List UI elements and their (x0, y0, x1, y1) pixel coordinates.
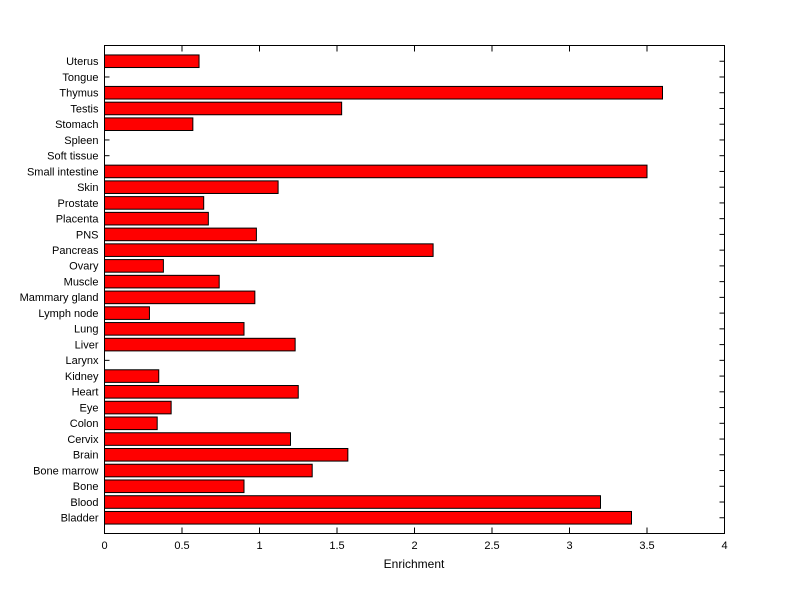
bar-testis (104, 101, 343, 116)
y-tick-label-uterus: Uterus (66, 56, 99, 68)
y-tick-label-prostate: Prostate (58, 198, 99, 210)
y-tick-label-spleen: Spleen (64, 135, 98, 147)
y-tick-label-liver: Liver (75, 339, 99, 351)
bar-pancreas (104, 243, 434, 257)
bar-bone (104, 479, 245, 494)
y-tick-label-bladder: Bladder (61, 513, 99, 525)
bar-small-intestine (104, 164, 648, 179)
bar-muscle (104, 274, 220, 289)
x-tick-label: 2 (411, 540, 417, 552)
x-tick-label: 2.5 (484, 540, 499, 552)
y-tick-label-small-intestine: Small intestine (27, 166, 99, 178)
x-axis-label: Enrichment (383, 557, 445, 571)
y-tick-label-tongue: Tongue (62, 72, 98, 84)
bar-bone-marrow (104, 463, 313, 478)
x-tick-label: 3.5 (639, 540, 654, 552)
bar-lung (104, 322, 245, 336)
y-tick-label-skin: Skin (77, 182, 98, 194)
y-tick-label-bone-marrow: Bone marrow (33, 465, 98, 477)
bar-heart (104, 385, 299, 399)
y-tick-label-testis: Testis (70, 103, 99, 115)
x-tick-label: 1.5 (329, 540, 344, 552)
y-tick-label-bone: Bone (73, 481, 99, 493)
x-tick-label: 3 (566, 540, 572, 552)
y-tick-label-ovary: Ovary (69, 261, 99, 273)
bar-lymph-node (104, 306, 150, 320)
bar-prostate (104, 196, 205, 210)
y-tick-label-thymus: Thymus (59, 88, 99, 100)
y-tick-label-stomach: Stomach (55, 119, 98, 131)
bar-brain (104, 447, 349, 462)
bar-colon (104, 416, 158, 431)
y-tick-label-eye: Eye (80, 402, 99, 414)
y-tick-label-kidney: Kidney (65, 371, 99, 383)
y-tick-label-soft-tissue: Soft tissue (47, 151, 98, 163)
bar-pns (104, 227, 257, 242)
bar-uterus (104, 54, 200, 69)
y-tick-label-muscle: Muscle (64, 276, 99, 288)
bar-mammary-gland (104, 290, 256, 305)
y-tick-label-placenta: Placenta (56, 214, 100, 226)
bar-liver (104, 337, 296, 352)
y-tick-label-lung: Lung (74, 324, 98, 336)
y-tick-label-blood: Blood (70, 497, 98, 509)
y-tick-label-larynx: Larynx (65, 355, 99, 367)
bar-eye (104, 400, 172, 415)
bar-blood (104, 495, 601, 509)
y-tick-label-mammary-gland: Mammary gland (20, 292, 99, 304)
x-tick-label: 1 (256, 540, 262, 552)
bar-thymus (104, 85, 663, 100)
x-tick-label: 0.5 (174, 540, 189, 552)
y-tick-label-lymph-node: Lymph node (38, 308, 98, 320)
y-tick-label-cervix: Cervix (67, 434, 99, 446)
bar-placenta (104, 211, 209, 226)
bar-cervix (104, 432, 291, 446)
bar-ovary (104, 259, 164, 273)
bar-skin (104, 180, 279, 194)
bar-bladder (104, 510, 632, 525)
bar-kidney (104, 369, 160, 383)
y-tick-label-colon: Colon (70, 418, 99, 430)
y-tick-label-brain: Brain (73, 450, 99, 462)
bar-stomach (104, 117, 194, 132)
x-tick-label: 0 (101, 540, 107, 552)
x-tick-label: 4 (721, 540, 727, 552)
y-tick-label-heart: Heart (72, 387, 99, 399)
y-tick-label-pancreas: Pancreas (52, 245, 99, 257)
y-tick-label-pns: PNS (76, 229, 99, 241)
